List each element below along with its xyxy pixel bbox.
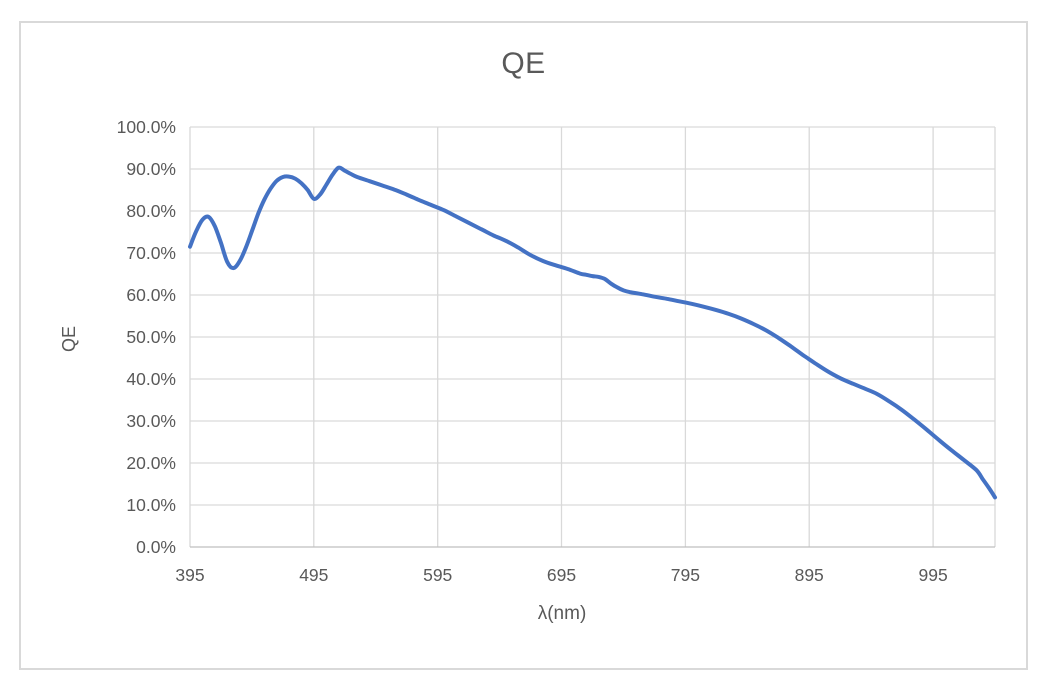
x-axis-title: λ(nm) [537,603,587,624]
y-axis-title: QE [59,326,79,353]
chart-title: QE [501,47,546,80]
chart-area[interactable]: QE QE λ(nm) [19,21,1028,670]
